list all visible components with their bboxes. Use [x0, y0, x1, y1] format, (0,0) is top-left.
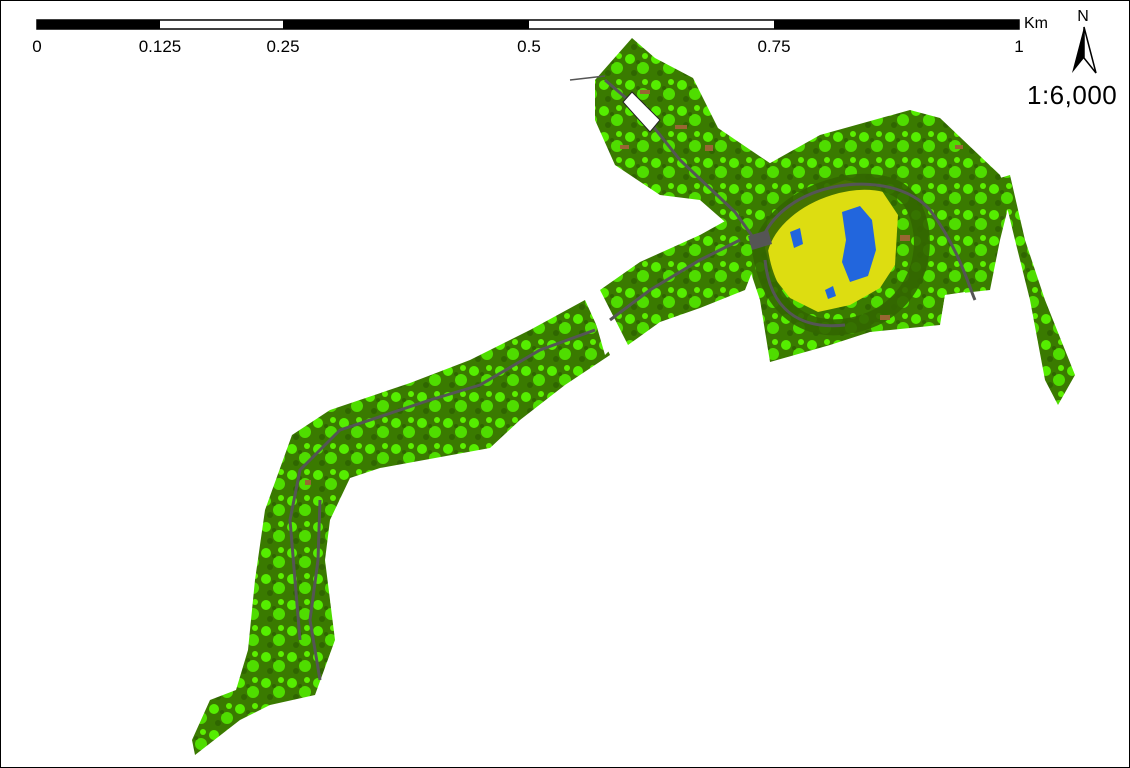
water-body [842, 206, 876, 282]
scale-tick-0125: 0.125 [139, 37, 182, 56]
scale-tick-0: 0 [32, 37, 41, 56]
scale-bar-segment-5 [774, 20, 1019, 29]
road-junction [748, 230, 772, 250]
water-body-small [790, 228, 803, 248]
soil-patches [305, 90, 963, 485]
north-arrow-icon: N [1072, 8, 1097, 74]
scale-bar-segment-3 [283, 20, 529, 29]
map-scale-ratio: 1:6,000 [1027, 80, 1118, 110]
north-arm-parcel [595, 38, 780, 235]
land-cover-layer [192, 38, 1075, 755]
scale-tick-075: 0.75 [757, 37, 790, 56]
scale-tick-025: 0.25 [266, 37, 299, 56]
east-strip-parcel [1000, 175, 1075, 405]
scale-bar-segment-1 [37, 20, 160, 29]
north-label: N [1077, 8, 1089, 25]
north-arrow-left-half [1072, 27, 1084, 73]
nodata-east-notch [942, 292, 968, 314]
north-arrow-right-half [1083, 26, 1097, 74]
scale-unit-label: Km [1024, 15, 1048, 32]
nodata-notch [622, 91, 661, 133]
nodata-corridor-gap [588, 290, 615, 355]
access-road-stub [569, 75, 606, 81]
scale-tick-1: 1 [1014, 37, 1023, 56]
corridor-east-parcel [600, 210, 760, 345]
corridor-southwest-parcel [192, 300, 610, 755]
water-body-small-2 [825, 286, 836, 299]
scale-tick-05: 0.5 [517, 37, 541, 56]
scale-bar: 0 0.125 0.25 0.5 0.75 1 Km [32, 15, 1048, 56]
